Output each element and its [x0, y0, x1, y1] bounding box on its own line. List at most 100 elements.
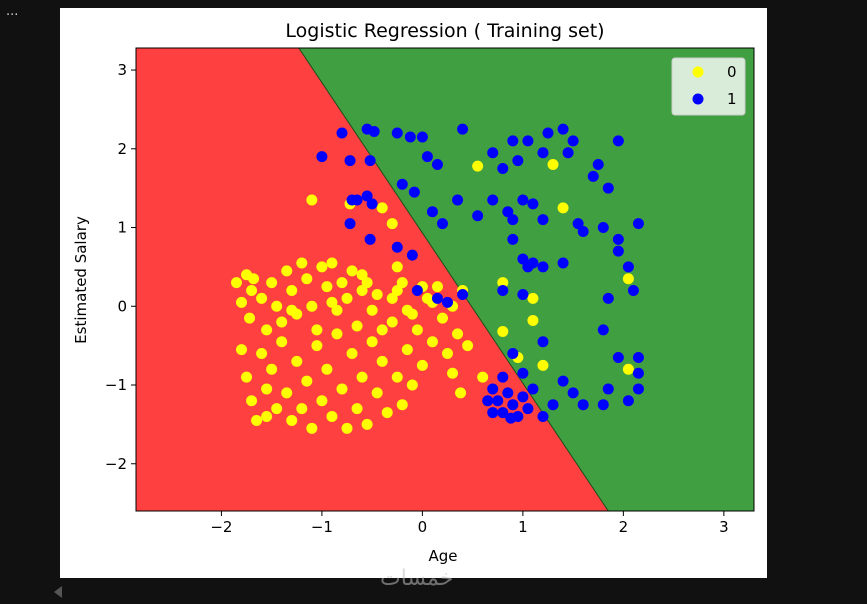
- point-class-0: [376, 355, 388, 367]
- point-class-0: [311, 324, 323, 336]
- point-class-0: [326, 296, 338, 308]
- point-class-1: [627, 285, 639, 297]
- point-class-1: [632, 218, 644, 230]
- point-class-0: [406, 379, 418, 391]
- point-class-1: [517, 391, 529, 403]
- point-class-0: [371, 288, 383, 300]
- point-class-0: [351, 320, 363, 332]
- point-class-1: [505, 412, 517, 424]
- point-class-0: [306, 194, 318, 206]
- point-class-1: [457, 123, 469, 135]
- point-class-0: [286, 285, 298, 297]
- point-class-0: [246, 395, 258, 407]
- legend-box: [671, 57, 746, 116]
- point-class-1: [612, 245, 624, 257]
- point-class-1: [452, 194, 464, 206]
- point-class-0: [477, 371, 489, 383]
- point-class-0: [537, 359, 549, 371]
- point-class-1: [406, 249, 418, 261]
- point-class-1: [421, 151, 433, 163]
- point-class-1: [497, 285, 509, 297]
- point-class-1: [537, 147, 549, 159]
- overflow-ellipsis[interactable]: ...: [6, 4, 19, 19]
- point-class-0: [230, 277, 242, 289]
- point-class-0: [341, 422, 353, 434]
- point-class-1: [404, 131, 416, 143]
- point-class-0: [472, 160, 484, 172]
- point-class-1: [632, 351, 644, 363]
- point-class-0: [366, 336, 378, 348]
- decision-boundary: [298, 48, 609, 511]
- region-class-1: [298, 48, 754, 511]
- point-class-1: [527, 198, 539, 210]
- point-class-1: [472, 210, 484, 222]
- point-class-0: [331, 304, 343, 316]
- point-class-1: [391, 127, 403, 139]
- point-class-0: [447, 367, 459, 379]
- point-class-1: [431, 292, 443, 304]
- point-class-1: [487, 147, 499, 159]
- point-class-0: [391, 261, 403, 273]
- point-class-1: [497, 162, 509, 174]
- point-class-0: [401, 344, 413, 356]
- point-class-0: [316, 395, 328, 407]
- point-class-0: [401, 304, 413, 316]
- point-class-1: [396, 178, 408, 190]
- point-class-1: [344, 218, 356, 230]
- point-class-1: [442, 296, 454, 308]
- point-class-1: [557, 257, 569, 269]
- point-class-1: [572, 218, 584, 230]
- y-tick-label: 1: [117, 219, 127, 237]
- point-class-0: [331, 328, 343, 340]
- point-class-0: [276, 316, 288, 328]
- point-class-1: [497, 407, 509, 419]
- point-class-0: [341, 292, 353, 304]
- point-class-1: [502, 387, 514, 399]
- y-tick-label: −1: [105, 376, 127, 394]
- point-class-0: [296, 257, 308, 269]
- point-class-1: [457, 288, 469, 300]
- point-class-1: [592, 159, 604, 171]
- x-tick-label: −2: [210, 518, 232, 536]
- point-class-0: [497, 325, 509, 337]
- point-class-1: [364, 155, 376, 167]
- point-class-0: [547, 159, 559, 171]
- point-class-1: [411, 285, 423, 297]
- scroll-left-arrow-icon[interactable]: [54, 586, 62, 598]
- point-class-1: [507, 214, 519, 226]
- point-class-1: [502, 206, 514, 218]
- point-class-0: [426, 336, 438, 348]
- point-class-0: [286, 304, 298, 316]
- point-class-1: [368, 125, 380, 137]
- point-class-0: [271, 300, 283, 312]
- point-class-0: [281, 265, 293, 277]
- x-tick-label: 2: [619, 518, 629, 536]
- point-class-0: [381, 407, 393, 419]
- point-class-1: [482, 395, 494, 407]
- point-class-0: [271, 403, 283, 415]
- point-class-0: [497, 277, 509, 289]
- point-class-0: [256, 348, 268, 360]
- point-class-0: [316, 261, 328, 273]
- point-class-0: [396, 277, 408, 289]
- point-class-0: [296, 403, 308, 415]
- point-class-1: [597, 222, 609, 234]
- point-class-0: [244, 312, 256, 324]
- point-class-1: [562, 147, 574, 159]
- legend-label-1: 1: [727, 90, 737, 108]
- point-class-0: [276, 336, 288, 348]
- point-class-1: [537, 336, 549, 348]
- point-class-0: [266, 363, 278, 375]
- point-class-0: [281, 387, 293, 399]
- region-class-0: [136, 48, 609, 511]
- point-class-1: [577, 399, 589, 411]
- point-class-0: [326, 411, 338, 423]
- point-class-1: [426, 206, 438, 218]
- point-class-1: [512, 155, 524, 167]
- point-class-0: [236, 296, 248, 308]
- point-class-1: [416, 131, 428, 143]
- x-tick-label: −1: [311, 518, 333, 536]
- point-class-1: [632, 367, 644, 379]
- point-class-1: [408, 186, 420, 198]
- point-class-0: [301, 375, 313, 387]
